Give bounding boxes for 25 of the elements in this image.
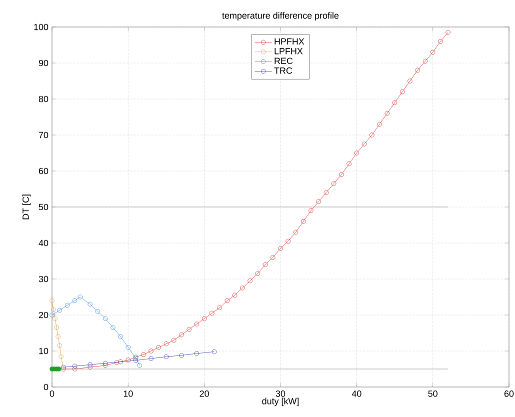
y-tick-label: 90: [38, 60, 48, 66]
y-tick-label: 0: [44, 384, 48, 390]
legend-label: REC: [274, 58, 293, 64]
x-tick-label: 60: [504, 390, 514, 397]
x-axis-title: duty [kW]: [262, 398, 299, 406]
y-tick-label: 10: [39, 348, 48, 354]
y-axis-title: DT [C]: [22, 194, 31, 220]
x-tick-label: 30: [276, 390, 286, 397]
x-tick-label: 0: [50, 390, 54, 397]
x-tick-label: 20: [200, 390, 209, 397]
y-tick-label: 80: [38, 96, 48, 102]
y-tick-label: 30: [38, 276, 48, 282]
legend-label: TRC: [274, 67, 292, 74]
y-tick-label: 20: [38, 312, 48, 318]
y-tick-label: 100: [34, 24, 48, 30]
y-tick-label: 50: [38, 204, 48, 210]
x-tick-label: 50: [428, 390, 438, 397]
legend-label: HPFHX: [274, 38, 304, 45]
x-tick-label: 10: [124, 390, 133, 397]
x-tick-label: 40: [352, 390, 362, 397]
y-tick-label: 70: [38, 132, 48, 138]
y-tick-label: 60: [38, 168, 48, 174]
y-tick-label: 40: [38, 240, 48, 246]
legend-label: LPFHX: [274, 48, 303, 54]
chart-title: temperature difference profile: [222, 12, 339, 20]
